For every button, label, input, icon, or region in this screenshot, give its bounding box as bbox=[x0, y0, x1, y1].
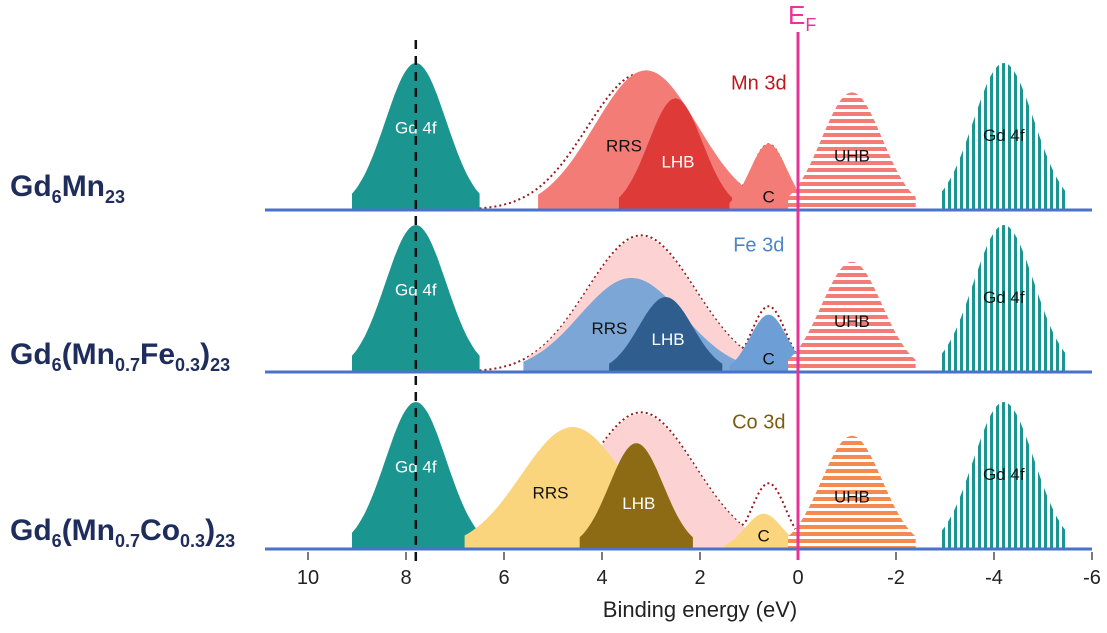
element-label-mn-3d: Mn 3d bbox=[731, 73, 787, 95]
peak-label-rrs-2: RRS bbox=[533, 484, 569, 503]
x-axis-title: Binding energy (eV) bbox=[603, 597, 797, 622]
peak-label-lhb-3: LHB bbox=[622, 494, 655, 513]
x-tick-label: 2 bbox=[694, 567, 705, 589]
peak-gd-4f-5 bbox=[940, 63, 1068, 210]
x-tick-label: 0 bbox=[792, 567, 803, 589]
peak-label-c-3: C bbox=[762, 187, 774, 206]
x-tick-label: 8 bbox=[400, 567, 411, 589]
peak-label-c-4: C bbox=[762, 349, 774, 368]
x-tick-label: 6 bbox=[498, 567, 509, 589]
peak-label-uhb-4: UHB bbox=[834, 147, 870, 166]
peak-label-gd-4f-6: Gd 4f bbox=[983, 465, 1025, 484]
x-tick-label: -6 bbox=[1083, 567, 1101, 589]
peak-c-4 bbox=[724, 513, 803, 549]
peak-uhb-4 bbox=[788, 92, 916, 210]
panel-label-gd6-mn-co-23: Gd6(Mn0.7Co0.3)23 bbox=[10, 514, 236, 551]
peak-gd-4f-6 bbox=[940, 225, 1068, 372]
panel-gd6-mn0-7fe0-3-23: Gd 4f RRS LHB C UHB Gd 4f Fe 3d bbox=[265, 225, 1092, 374]
peak-uhb-5 bbox=[788, 435, 916, 549]
peak-gd-4f-6 bbox=[940, 402, 1068, 549]
peak-label-rrs-2: RRS bbox=[591, 319, 627, 338]
peak-c-4 bbox=[729, 314, 808, 372]
peak-lhb-3 bbox=[609, 297, 723, 372]
peak-lhb-2 bbox=[618, 98, 733, 210]
peak-lhb-3 bbox=[579, 443, 693, 549]
peak-c-3 bbox=[729, 143, 808, 210]
peak-label-gd-4f-5: Gd 4f bbox=[983, 126, 1025, 145]
x-tick-label: -2 bbox=[887, 567, 905, 589]
peak-label-gd-4f-0: Gd 4f bbox=[395, 458, 437, 477]
peak-uhb-5 bbox=[788, 261, 916, 372]
peak-label-lhb-2: LHB bbox=[661, 153, 694, 172]
peak-label-gd-4f-0: Gd 4f bbox=[395, 281, 437, 300]
peak-label-uhb-5: UHB bbox=[834, 488, 870, 507]
panel-label-gd6mn23: Gd6Mn23 bbox=[10, 170, 126, 207]
panel-gd6-mn0-7co0-3-23: Gd 4f RRS LHB C UHB Gd 4f Co 3d bbox=[265, 402, 1092, 551]
element-label-fe-3d: Fe 3d bbox=[733, 235, 784, 257]
x-tick-label: -4 bbox=[985, 567, 1003, 589]
x-tick-label: 4 bbox=[596, 567, 607, 589]
peak-label-uhb-5: UHB bbox=[834, 312, 870, 331]
panel-label-gd6-mn-fe-23: Gd6(Mn0.7Fe0.3)23 bbox=[10, 338, 231, 375]
element-label-co-3d: Co 3d bbox=[732, 412, 785, 434]
peak-label-c-4: C bbox=[758, 526, 770, 545]
x-axis: Binding energy (eV) 10 8 6 4 2 0 -2 -4 -6 bbox=[297, 552, 1101, 622]
fermi-level-label: EF bbox=[788, 0, 816, 35]
peak-label-gd-4f-6: Gd 4f bbox=[983, 288, 1025, 307]
peak-label-lhb-3: LHB bbox=[652, 330, 685, 349]
peak-label-rrs-1: RRS bbox=[606, 137, 642, 156]
x-tick-label: 10 bbox=[297, 567, 319, 589]
